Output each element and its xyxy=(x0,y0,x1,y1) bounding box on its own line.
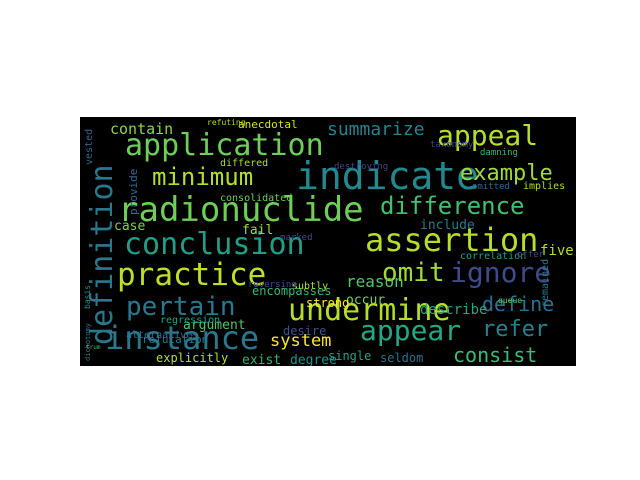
word: degree xyxy=(290,353,337,366)
word: desire xyxy=(283,324,326,338)
word: alternatives xyxy=(126,330,198,341)
word-cloud: indicate assertion radionuclide conclusi… xyxy=(80,117,576,366)
word: consist xyxy=(453,343,537,366)
word: consolidated xyxy=(220,193,292,204)
word: remained xyxy=(540,259,551,307)
word: assertion xyxy=(365,221,538,259)
word: omit xyxy=(382,258,445,288)
word: application xyxy=(125,128,324,163)
word: taxonomy xyxy=(430,140,474,150)
word: implies xyxy=(523,181,565,192)
word: refer xyxy=(482,317,548,342)
word: describe xyxy=(420,302,487,318)
word: correlation xyxy=(460,251,526,262)
word: refuting xyxy=(207,118,246,127)
word: case xyxy=(114,219,145,234)
word: difference xyxy=(380,192,525,220)
word: dichotomy xyxy=(84,323,92,361)
word: occur xyxy=(346,293,385,308)
word: damning xyxy=(480,148,518,158)
word: anecdotal xyxy=(238,118,298,131)
word: marked xyxy=(280,233,313,243)
word: radionuclide xyxy=(118,190,364,230)
word: definition xyxy=(85,164,120,345)
word: appear xyxy=(360,314,461,347)
word: seldom xyxy=(380,351,423,365)
word: conclusion xyxy=(124,227,305,262)
word: practice xyxy=(117,257,266,293)
word: fail xyxy=(242,223,273,238)
word: offer xyxy=(517,250,545,260)
word: appeal xyxy=(437,119,538,152)
word: system xyxy=(270,331,331,351)
word: provide xyxy=(127,169,140,215)
word: pertain xyxy=(126,292,236,322)
word: destroying xyxy=(334,162,388,172)
word: undermine xyxy=(288,293,451,328)
word: ignore xyxy=(450,256,551,289)
word: omitted xyxy=(472,182,510,192)
word: trum xyxy=(86,344,101,351)
word: five xyxy=(540,243,574,259)
word: strong xyxy=(306,296,349,310)
word: indicate xyxy=(296,154,479,198)
word: explicitly xyxy=(156,351,228,365)
word: queue xyxy=(498,296,522,305)
word: subtly xyxy=(292,281,328,292)
word: include xyxy=(420,218,475,233)
word: minimum xyxy=(152,163,253,191)
word: basis xyxy=(83,285,92,309)
word: exist xyxy=(242,353,281,366)
word: instance xyxy=(105,319,259,357)
word-cloud-svg: indicate assertion radionuclide conclusi… xyxy=(83,118,574,366)
word: summarize xyxy=(327,119,425,140)
word: reversing xyxy=(248,280,297,290)
word: encompasses xyxy=(252,284,331,298)
word: refutation xyxy=(142,333,208,346)
word: contain xyxy=(110,120,173,138)
word: differed xyxy=(220,158,268,169)
word: argument xyxy=(183,318,246,333)
word: vested xyxy=(84,129,95,165)
word: regression xyxy=(160,315,220,326)
word: define xyxy=(482,292,554,316)
word: single xyxy=(328,349,371,363)
word: reason xyxy=(346,272,404,291)
word: example xyxy=(460,161,553,186)
